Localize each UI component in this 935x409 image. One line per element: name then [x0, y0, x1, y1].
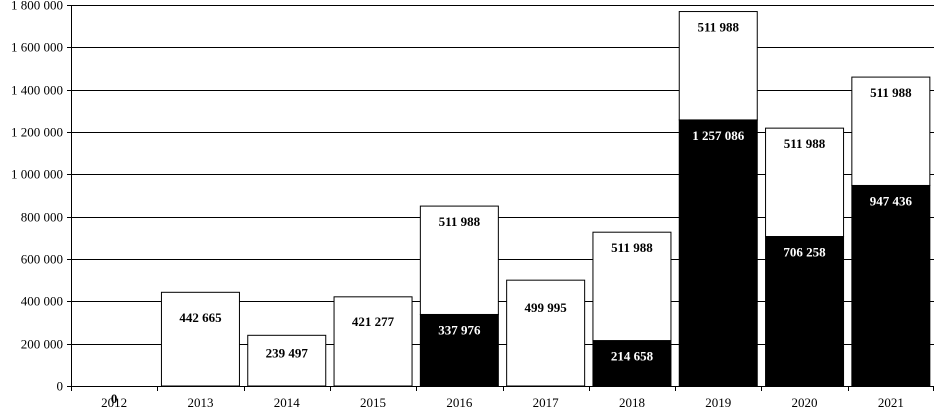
bars: [160, 11, 931, 387]
data-label: 511 988: [439, 214, 481, 229]
x-tick-label: 2017: [533, 395, 560, 409]
y-tick-label: 800 000: [21, 210, 63, 225]
data-label: 511 988: [870, 85, 912, 100]
bar-segment: [678, 11, 758, 121]
bar-segment: [592, 340, 672, 387]
axes: [71, 5, 934, 387]
x-axis-ticks: 2012 2013 2014 2015 2016 2017 2018 2019 2020 2021: [71, 386, 934, 409]
bar-segment: [160, 291, 240, 387]
data-label: 511 988: [784, 136, 826, 151]
y-tick-label: 600 000: [21, 252, 63, 267]
y-tick-label: 1 000 000: [11, 167, 63, 182]
data-label: 214 658: [611, 349, 654, 364]
y-tick-label: 1 600 000: [11, 40, 63, 55]
x-tick-label: 2013: [187, 395, 213, 409]
x-tick-label: 2016: [446, 395, 473, 409]
data-label: 511 988: [697, 20, 739, 35]
bar-segment: [333, 296, 413, 387]
y-tick-label: 1 400 000: [11, 83, 63, 98]
x-tick-label: 2021: [878, 395, 904, 409]
y-tick-label: 1 200 000: [11, 125, 63, 140]
y-tick-label: 400 000: [21, 294, 63, 309]
data-label: 0: [111, 391, 118, 406]
bar-segment: [765, 127, 845, 238]
bar-segment: [851, 76, 931, 186]
x-tick-label: 2012: [101, 395, 127, 409]
y-axis-ticks: 0 200 000 400 000 600 000 800 000 1 000 000 1 …: [11, 0, 71, 394]
bar-segment: [851, 184, 931, 387]
data-label: 421 277: [352, 314, 395, 329]
x-tick-label: 2019: [705, 395, 731, 409]
x-tick-label: 2014: [274, 395, 301, 409]
x-tick-label: 2020: [792, 395, 818, 409]
data-label: 499 995: [525, 300, 568, 315]
bar-segment: [678, 119, 758, 387]
y-tick-label: 200 000: [21, 337, 63, 352]
data-label: 706 258: [783, 245, 826, 260]
x-tick-label: 2018: [619, 395, 645, 409]
data-label: 239 497: [266, 345, 309, 360]
data-label: 1 257 086: [692, 128, 745, 143]
bar-segment: [419, 205, 499, 315]
data-label: 442 665: [179, 310, 222, 325]
data-label: 337 976: [438, 322, 481, 337]
y-tick-label: 0: [57, 379, 64, 394]
bar-segment: [247, 334, 327, 387]
bar-segment: [506, 279, 586, 387]
x-tick-label: 2015: [360, 395, 386, 409]
data-label: 511 988: [611, 240, 653, 255]
data-labels: 0 442 665 239 497 421 277 511 988 337 976 499 …: [111, 20, 913, 406]
y-tick-label: 1 800 000: [11, 0, 63, 13]
data-label: 947 436: [870, 193, 913, 208]
bar-segment: [592, 231, 672, 342]
